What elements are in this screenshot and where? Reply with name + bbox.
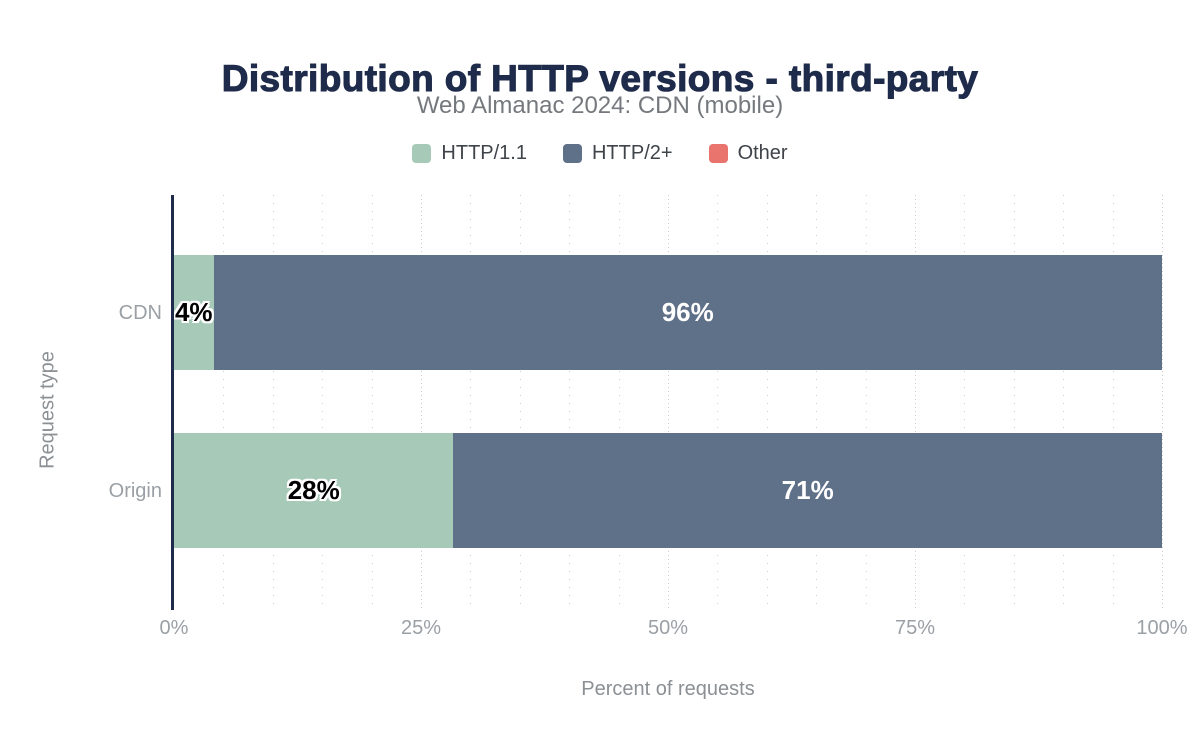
category-label-origin: Origin [108,479,162,502]
gridline-70 [865,195,867,610]
legend-item-http-2[interactable]: HTTP/2+ [562,142,673,165]
legend-label-http-1-1: HTTP/1.1 [441,142,527,164]
legend-label-http-2: HTTP/2+ [591,142,673,164]
gridline-95 [1112,195,1114,610]
legend-item-other[interactable]: Other [708,142,788,165]
x-tick-0: 0% [159,617,189,639]
data-label-cdn-http-1-1: 4% [174,297,213,327]
segment-origin-http-2[interactable]: 71% [453,433,1162,548]
gridline-55 [717,195,719,610]
gridline-90 [1063,195,1065,610]
gridline-20 [371,195,373,610]
x-tick-100: 100% [1136,617,1188,639]
gridline-60 [766,195,768,610]
legend: HTTP/1.1 HTTP/2+ Other [0,142,1200,165]
gridline-5 [223,195,225,610]
gridline-25 [421,195,422,610]
y-axis-title: Request type [36,351,59,469]
chart-subtitle: Web Almanac 2024: CDN (mobile) [416,92,784,119]
gridline-45 [618,195,620,610]
legend-swatch-other [708,144,728,163]
x-tick-25: 25% [400,617,442,639]
chart-title: Distribution of HTTP versions - third-pa… [221,57,979,99]
category-label-cdn: CDN [118,301,162,324]
legend-swatch-http-2 [562,144,582,163]
legend-swatch-http-1-1 [412,144,432,163]
segment-origin-http-1-1[interactable]: 28% [174,433,454,548]
gridline-15 [322,195,324,610]
segment-cdn-http-2[interactable]: 96% [213,255,1162,370]
legend-item-http-1-1[interactable]: HTTP/1.1 [412,142,527,165]
y-axis-line [171,195,174,610]
gridline-40 [569,195,571,610]
x-tick-50: 50% [647,617,689,639]
legend-label-other: Other [737,142,788,164]
gridline-65 [816,195,818,610]
gridline-85 [1013,195,1015,610]
gridline-35 [519,195,521,610]
gridline-10 [272,195,274,610]
data-label-origin-http-1-1: 28% [287,475,340,505]
gridline-100 [1162,195,1163,610]
data-label-cdn-http-2: 96% [661,297,714,327]
gridline-50 [668,195,669,610]
segment-cdn-http-1-1[interactable]: 4% [174,255,214,370]
gridline-80 [964,195,966,610]
x-axis-title: Percent of requests [581,678,755,700]
plot-area: 4% 96% 28% 71% [171,195,1163,610]
data-label-origin-http-2: 71% [781,475,834,505]
bar-cdn: 4% 96% [174,255,1162,370]
gridline-30 [470,195,472,610]
gridline-75 [915,195,916,610]
x-tick-75: 75% [894,617,936,639]
bar-origin: 28% 71% [174,433,1162,548]
